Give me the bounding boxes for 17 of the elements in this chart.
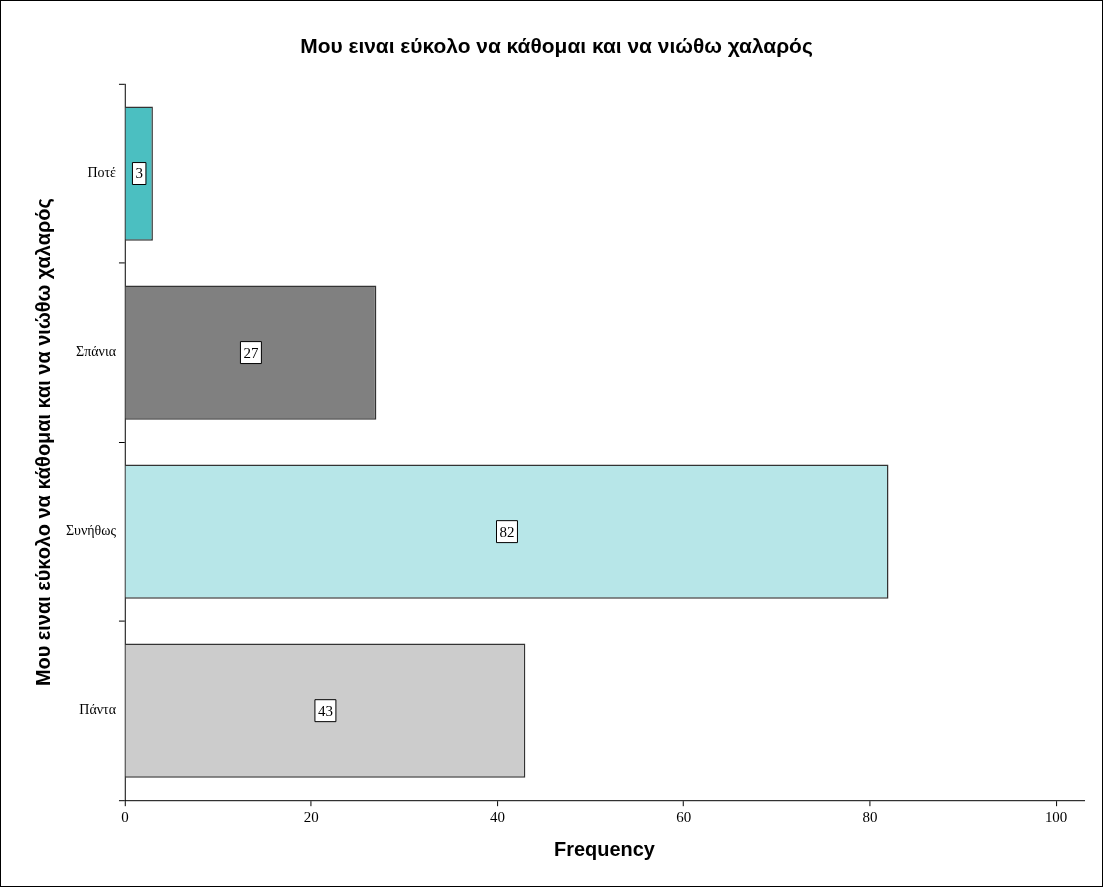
y-tick-label: Ποτέ [87,165,117,181]
x-axis-title: Frequency [554,837,655,860]
y-tick-label: Πάντα [79,702,116,718]
x-tick-label: 80 [862,809,878,826]
y-tick-label: Συνήθως [65,523,117,539]
data-label: 27 [243,344,259,361]
x-tick-label: 100 [1044,809,1068,826]
y-tick-label: Σπάνια [76,344,116,360]
data-label: 43 [317,702,333,719]
chart-title: Μου ειναι εύκολο να κάθομαι και να νιώθω χαλαρός [300,34,813,59]
data-label: 3 [135,165,143,182]
x-tick-label: 0 [121,809,129,826]
x-tick-label: 40 [489,809,505,826]
y-axis-title: Μου ειναι εύκολο να κάθομαι και να νιώθω χαλαρός [32,198,55,687]
x-tick-label: 60 [676,809,692,826]
x-tick-label: 20 [303,809,319,826]
data-label: 82 [499,523,515,540]
